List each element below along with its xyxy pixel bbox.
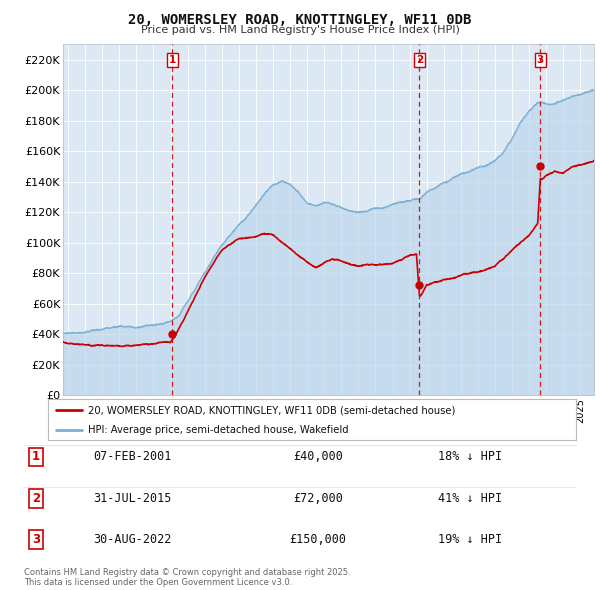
Text: 1: 1 (32, 450, 40, 464)
Text: 41% ↓ HPI: 41% ↓ HPI (438, 491, 502, 505)
Text: 19% ↓ HPI: 19% ↓ HPI (438, 533, 502, 546)
Text: Contains HM Land Registry data © Crown copyright and database right 2025.: Contains HM Land Registry data © Crown c… (24, 568, 350, 576)
Text: 3: 3 (537, 55, 544, 65)
Text: £40,000: £40,000 (293, 450, 343, 464)
Text: 3: 3 (32, 533, 40, 546)
Text: Price paid vs. HM Land Registry's House Price Index (HPI): Price paid vs. HM Land Registry's House … (140, 25, 460, 35)
Text: 31-JUL-2015: 31-JUL-2015 (93, 491, 171, 505)
Text: 07-FEB-2001: 07-FEB-2001 (93, 450, 171, 464)
Text: 2: 2 (32, 491, 40, 505)
Text: £150,000: £150,000 (290, 533, 347, 546)
Text: £72,000: £72,000 (293, 491, 343, 505)
Text: 20, WOMERSLEY ROAD, KNOTTINGLEY, WF11 0DB (semi-detached house): 20, WOMERSLEY ROAD, KNOTTINGLEY, WF11 0D… (88, 405, 455, 415)
Text: 20, WOMERSLEY ROAD, KNOTTINGLEY, WF11 0DB: 20, WOMERSLEY ROAD, KNOTTINGLEY, WF11 0D… (128, 13, 472, 27)
Text: 30-AUG-2022: 30-AUG-2022 (93, 533, 171, 546)
Text: 2: 2 (416, 55, 423, 65)
Text: 18% ↓ HPI: 18% ↓ HPI (438, 450, 502, 464)
Text: HPI: Average price, semi-detached house, Wakefield: HPI: Average price, semi-detached house,… (88, 425, 348, 434)
Text: 1: 1 (169, 55, 176, 65)
Text: This data is licensed under the Open Government Licence v3.0.: This data is licensed under the Open Gov… (24, 578, 292, 587)
